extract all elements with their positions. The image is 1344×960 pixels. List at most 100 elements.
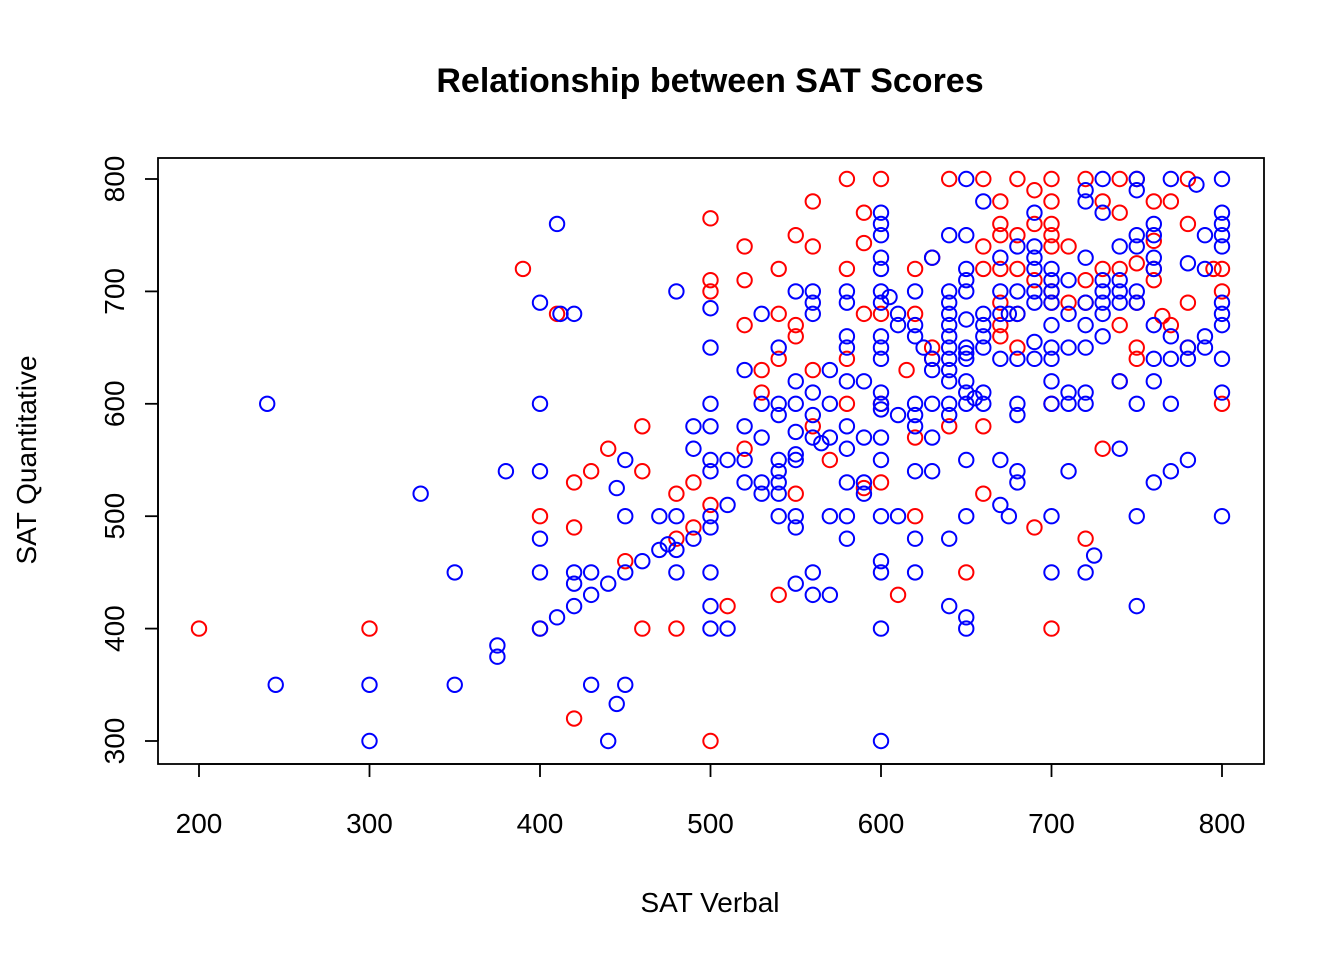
- red-point: [1111, 170, 1128, 188]
- blue-point: [975, 316, 992, 334]
- blue-point: [1213, 350, 1231, 368]
- red-point: [1094, 193, 1111, 210]
- blue-point: [1077, 316, 1094, 334]
- blue-point: [608, 695, 625, 713]
- blue-point: [872, 732, 890, 750]
- blue-point: [1009, 238, 1026, 255]
- blue-point: [1043, 373, 1060, 390]
- blue-point: [1128, 294, 1145, 311]
- red-point: [1213, 283, 1231, 300]
- y-tick-label: 800: [99, 156, 130, 203]
- blue-point: [770, 451, 787, 469]
- blue-point: [531, 530, 549, 547]
- blue-point: [889, 508, 907, 525]
- blue-point: [1060, 463, 1077, 480]
- x-tick-label: 400: [517, 808, 564, 839]
- blue-point: [1213, 204, 1231, 221]
- red-point: [736, 440, 753, 457]
- blue-point: [855, 373, 873, 390]
- blue-point: [1009, 395, 1026, 412]
- blue-point: [958, 508, 975, 525]
- blue-point: [582, 586, 600, 604]
- blue-point: [992, 249, 1009, 266]
- blue-point: [1128, 597, 1145, 615]
- red-point: [992, 294, 1009, 311]
- blue-point: [548, 609, 566, 626]
- blue-point: [838, 508, 856, 525]
- blue-point: [787, 575, 804, 592]
- blue-point: [787, 373, 804, 390]
- blue-point: [548, 215, 566, 233]
- red-point: [838, 260, 856, 278]
- red-point: [992, 215, 1009, 233]
- blue-point: [1162, 463, 1180, 480]
- blue-point: [1043, 283, 1060, 300]
- blue-point: [872, 401, 890, 418]
- red-point: [702, 283, 719, 300]
- red-point: [1009, 227, 1026, 244]
- red-point: [975, 418, 992, 435]
- blue-point: [1213, 305, 1231, 323]
- blue-point: [1213, 238, 1231, 255]
- blue-point: [702, 300, 719, 317]
- blue-point: [1213, 294, 1231, 311]
- data-points: [190, 170, 1231, 750]
- blue-point: [1128, 283, 1145, 300]
- red-point: [1213, 395, 1231, 412]
- blue-point: [702, 418, 719, 435]
- red-point: [1179, 294, 1197, 311]
- blue-point: [821, 586, 839, 604]
- red-point: [992, 193, 1009, 210]
- blue-point: [906, 418, 924, 435]
- blue-point: [992, 451, 1009, 469]
- blue-point: [941, 305, 958, 323]
- red-point: [787, 328, 804, 345]
- x-tick-label: 500: [687, 808, 734, 839]
- blue-point: [923, 429, 941, 446]
- blue-point: [1179, 255, 1197, 272]
- blue-point: [1094, 170, 1111, 188]
- blue-point: [1111, 271, 1128, 289]
- blue-point: [1009, 474, 1026, 491]
- red-point: [770, 350, 787, 368]
- red-point: [906, 260, 924, 278]
- red-point: [1111, 204, 1128, 221]
- red-point: [975, 260, 992, 278]
- blue-point: [889, 305, 907, 323]
- x-tick-label: 800: [1199, 808, 1246, 839]
- blue-point: [1077, 339, 1094, 356]
- blue-point: [941, 316, 958, 334]
- blue-point: [1026, 350, 1043, 368]
- blue-point: [1000, 508, 1018, 525]
- blue-point: [804, 384, 821, 401]
- blue-point: [958, 170, 975, 188]
- blue-point: [702, 395, 719, 412]
- blue-point: [1162, 328, 1180, 345]
- blue-point: [1179, 451, 1197, 469]
- red-point: [1145, 232, 1163, 250]
- blue-point: [1009, 305, 1026, 323]
- red-point: [889, 586, 907, 604]
- blue-point: [1145, 215, 1163, 233]
- red-point: [1043, 238, 1060, 255]
- red-point: [1043, 227, 1060, 244]
- blue-point: [1128, 170, 1145, 188]
- blue-point: [702, 597, 719, 615]
- blue-point: [1026, 294, 1043, 311]
- red-point: [668, 530, 685, 547]
- blue-point: [1128, 182, 1145, 199]
- blue-point: [958, 311, 975, 328]
- blue-point: [1213, 508, 1231, 525]
- blue-point: [787, 451, 804, 469]
- blue-point: [855, 474, 873, 491]
- red-point: [906, 429, 924, 446]
- red-point: [975, 485, 992, 502]
- red-point: [941, 170, 958, 188]
- blue-point: [872, 215, 890, 233]
- red-point: [190, 620, 208, 637]
- blue-point: [617, 508, 634, 525]
- blue-point: [958, 384, 975, 401]
- red-point: [668, 620, 685, 637]
- blue-point: [608, 479, 625, 497]
- red-point: [992, 316, 1009, 334]
